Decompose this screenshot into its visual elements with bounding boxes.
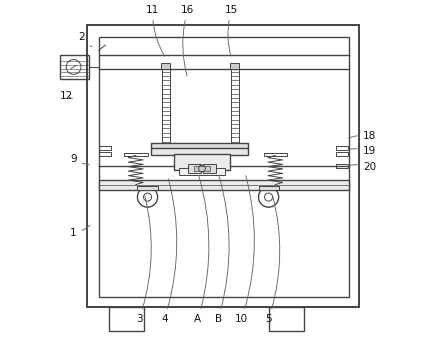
Text: 1: 1 bbox=[70, 225, 90, 238]
Text: 9: 9 bbox=[70, 154, 89, 164]
Bar bbox=[264, 184, 287, 187]
Bar bbox=[137, 186, 158, 190]
Text: 12: 12 bbox=[60, 91, 74, 101]
Text: A: A bbox=[194, 176, 209, 324]
Bar bbox=[336, 146, 348, 150]
Text: 3: 3 bbox=[136, 196, 151, 324]
Bar bbox=[87, 25, 359, 307]
Text: B: B bbox=[214, 176, 229, 324]
Bar bbox=[99, 146, 111, 150]
Bar bbox=[188, 164, 201, 173]
Bar bbox=[259, 186, 280, 190]
Text: 16: 16 bbox=[181, 5, 194, 76]
Bar bbox=[268, 307, 304, 331]
Bar bbox=[264, 153, 287, 156]
Bar bbox=[336, 152, 348, 156]
Text: 4: 4 bbox=[161, 179, 177, 324]
Text: 11: 11 bbox=[146, 5, 165, 56]
Bar bbox=[99, 180, 349, 190]
Text: 2: 2 bbox=[79, 32, 92, 47]
Bar bbox=[60, 55, 89, 79]
Bar bbox=[203, 164, 217, 173]
Bar bbox=[161, 63, 171, 68]
Bar bbox=[151, 148, 249, 155]
Text: 19: 19 bbox=[349, 146, 376, 156]
Bar bbox=[151, 143, 249, 149]
Bar bbox=[336, 164, 348, 168]
Bar bbox=[194, 166, 210, 171]
Text: 18: 18 bbox=[349, 131, 376, 141]
Bar bbox=[175, 154, 230, 170]
Text: 10: 10 bbox=[235, 176, 254, 324]
Text: 15: 15 bbox=[225, 5, 238, 56]
Text: 5: 5 bbox=[265, 196, 280, 324]
Bar bbox=[230, 63, 239, 68]
Bar bbox=[124, 153, 148, 156]
Bar bbox=[99, 37, 349, 297]
Text: 20: 20 bbox=[349, 162, 376, 172]
Bar bbox=[99, 152, 111, 156]
Bar bbox=[179, 168, 225, 175]
Bar bbox=[124, 184, 148, 187]
Bar bbox=[109, 307, 144, 331]
